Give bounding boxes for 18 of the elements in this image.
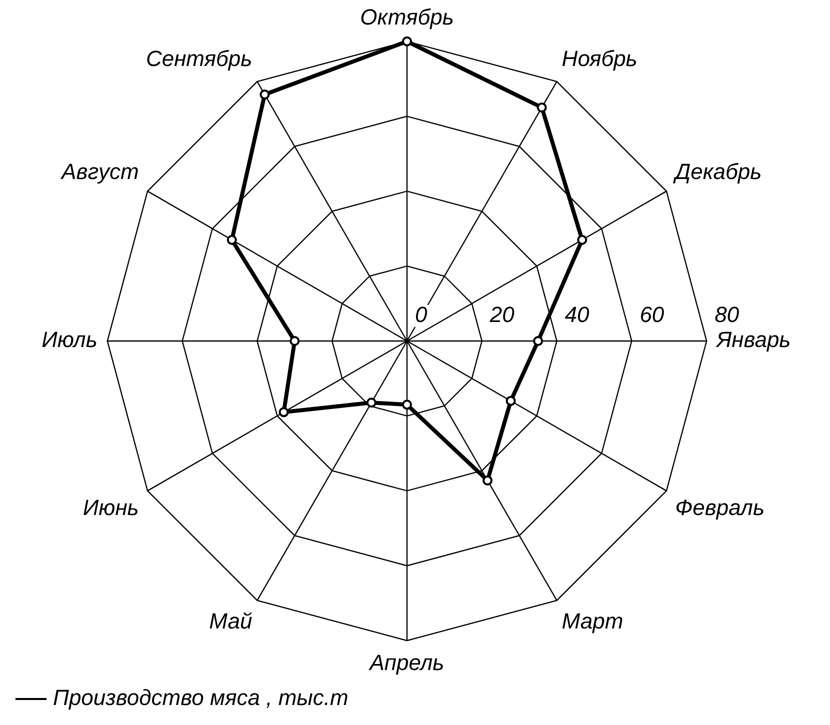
y-tick-label: 20 [488,302,516,328]
spoke-label: Май [209,608,252,634]
spoke-label: Август [60,159,139,184]
spoke-label: Апрель [368,650,444,675]
y-tick-label: 0 [415,302,428,328]
y-tick-label: 60 [640,302,665,328]
spoke-label: Декабрь [672,159,762,184]
y-tick-label: 40 [564,302,590,328]
spoke-label: Февраль [675,495,765,520]
spoke-label: Январь [716,327,791,352]
legend-label: Производство мяса , тыс.т [53,685,348,710]
spoke-label: Ноябрь [562,46,638,71]
spoke-label: Сентябрь [146,46,252,71]
y-tick-label: 80 [714,302,740,328]
spoke-label: Июль [42,327,98,352]
spoke-label: Июнь [82,495,139,520]
spoke-label: Март [562,608,624,634]
spoke-label: Октябрь [360,4,454,30]
